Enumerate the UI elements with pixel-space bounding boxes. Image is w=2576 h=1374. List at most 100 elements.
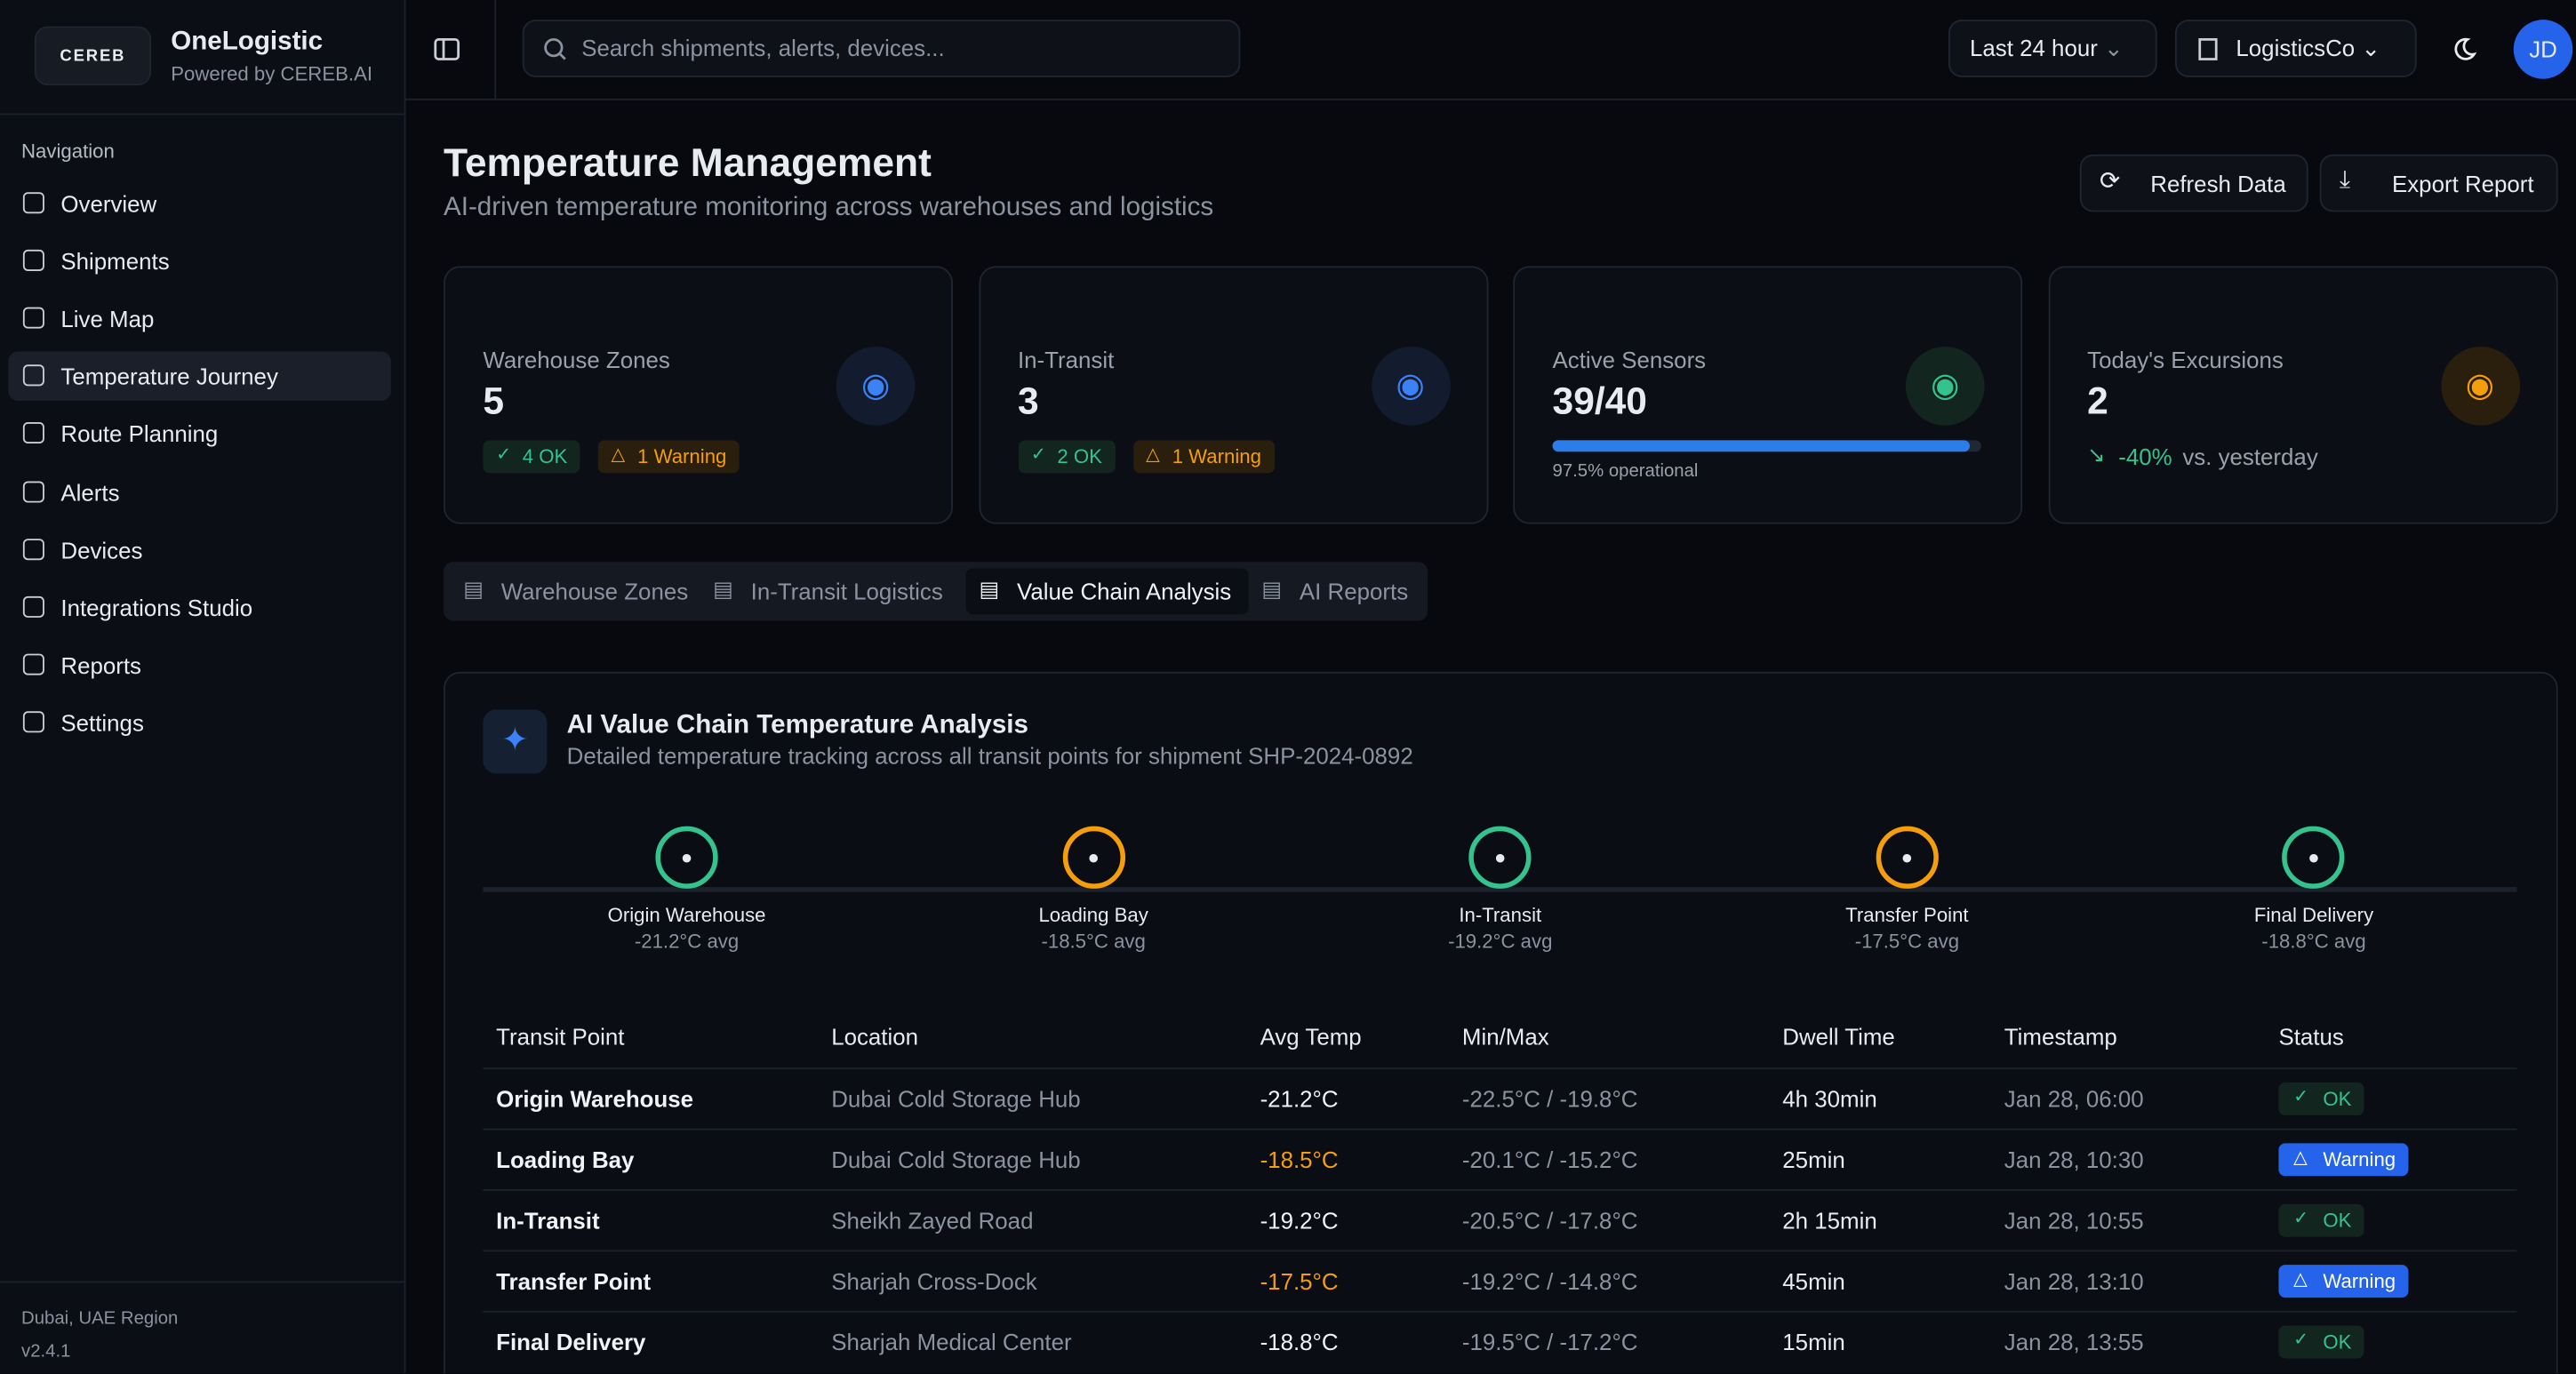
table-cell: Origin Warehouse: [496, 1086, 693, 1113]
export-icon: ⤓: [2340, 166, 2350, 194]
table-cell: Sharjah Medical Center: [831, 1330, 1071, 1356]
analysis-title: AI Value Chain Temperature Analysis: [567, 711, 1028, 740]
nav-label: Alerts: [60, 479, 119, 506]
status-pill: OK: [2278, 1326, 2364, 1359]
table-cell: Transfer Point: [496, 1268, 651, 1295]
row-divider: [483, 1129, 2516, 1130]
stage-name: Loading Bay: [962, 904, 1225, 927]
badge-icon: △: [612, 443, 626, 465]
nav-icon: [23, 595, 44, 617]
progress-note: 97.5% operational: [1553, 461, 1699, 481]
stat-label: In-Transit: [1018, 347, 1114, 373]
theme-toggle[interactable]: [2452, 36, 2478, 63]
logo: CEREB: [35, 27, 151, 86]
stat-value: 3: [1018, 379, 1039, 424]
table-cell: -20.5°C / -17.8°C: [1462, 1208, 1638, 1234]
stage-marker: ●: [1469, 827, 1532, 889]
nav-icon: [23, 481, 44, 502]
analysis-subtitle: Detailed temperature tracking across all…: [567, 742, 1413, 769]
table-cell: -19.2°C: [1260, 1208, 1339, 1234]
stat-value: 39/40: [1553, 379, 1647, 424]
nav-icon: [23, 192, 44, 213]
tab-label: Value Chain Analysis: [1017, 579, 1231, 605]
analysis-icon: ✦: [483, 709, 547, 773]
trend: -40%: [2118, 443, 2172, 470]
stage-name: In-Transit: [1369, 904, 1632, 927]
search-placeholder: Search shipments, alerts, devices...: [581, 35, 944, 61]
status-icon: ✓: [2293, 1208, 2308, 1229]
nav-icon: [23, 653, 44, 675]
table-header: Status: [2278, 1023, 2343, 1050]
logo-text: CEREB: [60, 47, 125, 65]
org: LogisticsCo: [2236, 35, 2355, 61]
export-button[interactable]: Export Report: [2320, 155, 2558, 212]
tab-label: AI Reports: [1300, 579, 1408, 605]
table-cell: Jan 28, 13:10: [2004, 1268, 2144, 1295]
org-icon: [2195, 36, 2221, 63]
stage-name: Transfer Point: [1776, 904, 2039, 927]
table-cell: Sheikh Zayed Road: [831, 1208, 1033, 1234]
table-cell: 45min: [1782, 1268, 1844, 1295]
button-label: Export Report: [2392, 171, 2534, 197]
nav-icon: [23, 250, 44, 271]
table-cell: 25min: [1782, 1146, 1844, 1173]
nav-icon: [23, 711, 44, 732]
status-icon: △: [2293, 1268, 2308, 1290]
row-divider: [483, 1250, 2516, 1252]
table-header: Transit Point: [496, 1023, 624, 1050]
stage-temp: -21.2°C avg: [556, 930, 819, 953]
stage-name: Origin Warehouse: [556, 904, 819, 927]
page-title: Temperature Management: [444, 141, 932, 188]
nav-icon: [23, 423, 44, 444]
nav-section: Navigation: [21, 140, 115, 163]
table-cell: 15min: [1782, 1330, 1844, 1356]
version: v2.4.1: [21, 1342, 70, 1362]
status-icon: ✓: [2293, 1086, 2308, 1107]
divider: [0, 114, 404, 116]
table-cell: -19.2°C / -14.8°C: [1462, 1268, 1638, 1295]
stat-label: Warehouse Zones: [483, 347, 669, 373]
table-header: Timestamp: [2004, 1023, 2117, 1050]
trend-icon: ↘: [2087, 442, 2105, 468]
status-pill: OK: [2278, 1082, 2364, 1115]
topbar-border: [406, 99, 2576, 100]
brand-tagline: Powered by CEREB.AI: [171, 62, 372, 85]
stage-temp: -18.5°C avg: [962, 930, 1225, 953]
stat-icon: ◉: [1906, 347, 1985, 426]
trend-note: vs. yesterday: [2182, 443, 2317, 470]
nav-label: Live Map: [60, 306, 154, 332]
tab-icon: ▤: [463, 577, 484, 603]
table-cell: -17.5°C: [1260, 1268, 1339, 1295]
tab-icon: ▤: [713, 577, 733, 603]
stat-icon: ◉: [1371, 347, 1450, 426]
table-cell: -18.5°C: [1260, 1146, 1339, 1173]
divider: [0, 1282, 404, 1283]
divider: [494, 0, 496, 99]
tab-label: Warehouse Zones: [501, 579, 688, 605]
sidebar-toggle[interactable]: [434, 36, 460, 63]
badge-icon: ✓: [1031, 443, 1046, 465]
nav-label: Integrations Studio: [60, 594, 252, 620]
table-header: Location: [831, 1023, 918, 1050]
brand-name: OneLogistic: [171, 28, 323, 57]
badge-icon: △: [1146, 443, 1160, 465]
avatar[interactable]: JD: [2514, 20, 2573, 79]
range-select[interactable]: Last 24 hour ⌄: [1948, 20, 2157, 77]
nav-label: Route Planning: [60, 421, 218, 448]
stage-marker: ●: [655, 827, 717, 889]
table-header: Min/Max: [1462, 1023, 1549, 1050]
tab-icon: ▤: [1261, 577, 1282, 603]
badge-icon: ✓: [496, 443, 511, 465]
nav-label: Settings: [60, 709, 144, 736]
stage-marker: ●: [1062, 827, 1124, 889]
row-divider: [483, 1312, 2516, 1314]
stage-name: Final Delivery: [2182, 904, 2445, 927]
table-header: Avg Temp: [1260, 1023, 1362, 1050]
stage-marker: ●: [1876, 827, 1938, 889]
nav-icon: [23, 308, 44, 329]
table-cell: 4h 30min: [1782, 1086, 1876, 1113]
stage-temp: -17.5°C avg: [1776, 930, 2039, 953]
range: Last 24 hour: [1970, 35, 2098, 61]
nav-label: Reports: [60, 651, 141, 678]
refresh-icon: ⟳: [2100, 166, 2120, 196]
